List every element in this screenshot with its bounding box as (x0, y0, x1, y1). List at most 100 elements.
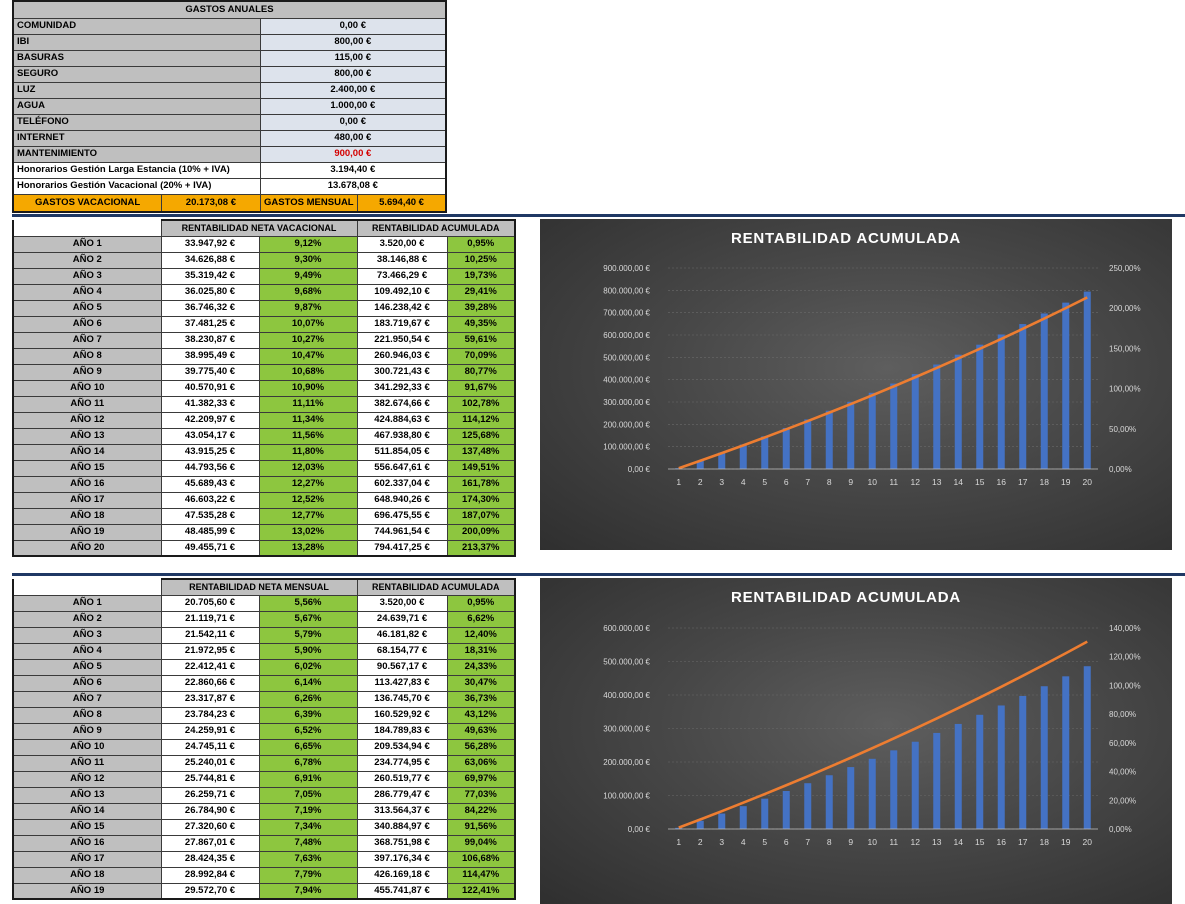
accumulated-cell: 648.940,26 € (356, 491, 448, 509)
x-tick-label: 15 (975, 477, 985, 487)
year-cell: AÑO 16 (12, 834, 162, 852)
chart-rentabilidad-acumulada-vacacional: RENTABILIDAD ACUMULADA 0,00 € 100.000,00 €… (540, 219, 1172, 550)
table-row: AÑO 12 25.744,81 €6,91% 260.519,77 €69,97% (12, 770, 516, 788)
year-cell: AÑO 11 (12, 754, 162, 772)
table-row: AÑO 7 23.317,87 €6,26% 136.745,70 €36,73% (12, 690, 516, 708)
income-cell: 43.054,17 € (160, 427, 260, 445)
x-tick-label: 12 (911, 837, 921, 847)
bar (1040, 313, 1048, 469)
accumulated-cell: 234.774,95 € (356, 754, 448, 772)
accumulated-pct-cell: 99,04% (446, 834, 516, 852)
chart-rentabilidad-acumulada-mensual: RENTABILIDAD ACUMULADA 0,00 € 100.000,00 €… (540, 578, 1172, 904)
table-row: AÑO 17 28.424,35 €7,63% 397.176,34 €106,68… (12, 850, 516, 868)
gasto-value: 800,00 € (259, 33, 447, 51)
x-tick-label: 17 (1018, 837, 1028, 847)
gastos-mensual-value: 5.694,40 € (357, 193, 447, 213)
yield-pct-cell: 10,07% (258, 315, 358, 333)
accumulated-pct-cell: 49,35% (446, 315, 516, 333)
income-cell: 27.320,60 € (160, 818, 260, 836)
year-cell: AÑO 2 (12, 610, 162, 628)
accumulated-pct-cell: 200,09% (446, 523, 516, 541)
table-row: AÑO 15 44.793,56 €12,03% 556.647,61 €149,5… (12, 459, 516, 477)
table-row: AÑO 20 49.455,71 €13,28% 794.417,25 €213,3… (12, 539, 516, 557)
x-tick-label: 12 (911, 477, 921, 487)
bar (804, 783, 812, 829)
table-row: AÑO 18 28.992,84 €7,79% 426.169,18 €114,47… (12, 866, 516, 884)
y2-tick-label: 80,00% (1109, 710, 1136, 719)
income-cell: 41.382,33 € (160, 395, 260, 413)
income-cell: 21.972,95 € (160, 642, 260, 660)
accumulated-pct-cell: 106,68% (446, 850, 516, 868)
year-cell: AÑO 14 (12, 443, 162, 461)
accumulated-pct-cell: 24,33% (446, 658, 516, 676)
bar (804, 419, 812, 469)
bar (1062, 676, 1070, 829)
x-tick-label: 3 (719, 837, 724, 847)
x-tick-label: 5 (762, 837, 767, 847)
bar (739, 444, 747, 469)
accumulated-pct-cell: 63,06% (446, 754, 516, 772)
year-cell: AÑO 3 (12, 626, 162, 644)
accumulated-pct-cell: 77,03% (446, 786, 516, 804)
yield-pct-cell: 7,79% (258, 866, 358, 884)
accumulated-pct-cell: 6,62% (446, 610, 516, 628)
yield-pct-cell: 6,02% (258, 658, 358, 676)
bar (890, 383, 898, 469)
accumulated-pct-cell: 187,07% (446, 507, 516, 525)
accumulated-cell: 68.154,77 € (356, 642, 448, 660)
accumulated-cell: 46.181,82 € (356, 626, 448, 644)
y-tick-label: 500.000,00 € (603, 658, 650, 667)
accumulated-pct-cell: 0,95% (446, 235, 516, 253)
x-tick-label: 20 (1083, 837, 1093, 847)
chart-title: RENTABILIDAD ACUMULADA (731, 589, 961, 606)
year-cell: AÑO 6 (12, 315, 162, 333)
x-tick-label: 16 (997, 477, 1007, 487)
x-tick-label: 18 (1040, 837, 1050, 847)
x-tick-label: 20 (1083, 477, 1093, 487)
accumulated-pct-cell: 59,61% (446, 331, 516, 349)
income-cell: 45.689,43 € (160, 475, 260, 493)
header-rentabilidad-neta-vacacional: RENTABILIDAD NETA VACACIONAL (160, 219, 358, 237)
yield-pct-cell: 12,03% (258, 459, 358, 477)
bar (1019, 695, 1027, 829)
x-tick-label: 6 (784, 477, 789, 487)
table-row: AÑO 8 38.995,49 €10,47% 260.946,03 €70,09% (12, 347, 516, 365)
accumulated-pct-cell: 125,68% (446, 427, 516, 445)
table-row: AÑO 19 29.572,70 €7,94% 455.741,87 €122,41… (12, 882, 516, 900)
year-cell: AÑO 7 (12, 331, 162, 349)
x-tick-label: 5 (762, 477, 767, 487)
x-tick-label: 13 (932, 837, 942, 847)
yield-pct-cell: 7,19% (258, 802, 358, 820)
income-cell: 21.119,71 € (160, 610, 260, 628)
accumulated-pct-cell: 84,22% (446, 802, 516, 820)
bar (696, 460, 704, 469)
income-cell: 24.259,91 € (160, 722, 260, 740)
x-tick-label: 16 (997, 837, 1007, 847)
accumulated-cell: 24.639,71 € (356, 610, 448, 628)
year-cell: AÑO 11 (12, 395, 162, 413)
x-tick-label: 9 (848, 477, 853, 487)
chart-svg: RENTABILIDAD ACUMULADA 0,00 € 100.000,00 €… (603, 589, 1140, 847)
accumulated-pct-cell: 18,31% (446, 642, 516, 660)
y-tick-label: 100.000,00 € (603, 443, 650, 452)
income-cell: 48.485,99 € (160, 523, 260, 541)
bar (782, 791, 790, 829)
accumulated-cell: 113.427,83 € (356, 674, 448, 692)
yield-pct-cell: 10,47% (258, 347, 358, 365)
x-tick-label: 19 (1061, 837, 1071, 847)
income-cell: 27.867,01 € (160, 834, 260, 852)
rentabilidad-mensual-table: RENTABILIDAD NETA MENSUAL RENTABILIDAD A… (12, 578, 517, 900)
yield-pct-cell: 7,94% (258, 882, 358, 900)
honorarios-value: 3.194,40 € (259, 161, 447, 179)
bar (1083, 666, 1091, 829)
yield-pct-cell: 9,68% (258, 283, 358, 301)
yield-pct-cell: 6,52% (258, 722, 358, 740)
bar (933, 364, 941, 469)
accumulated-pct-cell: 39,28% (446, 299, 516, 317)
table-row: AÑO 13 26.259,71 €7,05% 286.779,47 €77,03% (12, 786, 516, 804)
gasto-label: AGUA (12, 97, 261, 115)
x-tick-label: 2 (698, 477, 703, 487)
vac-header-row: RENTABILIDAD NETA VACACIONAL RENTABILIDA… (13, 219, 516, 237)
y-tick-label: 600.000,00 € (603, 624, 650, 633)
accumulated-cell: 511.854,05 € (356, 443, 448, 461)
